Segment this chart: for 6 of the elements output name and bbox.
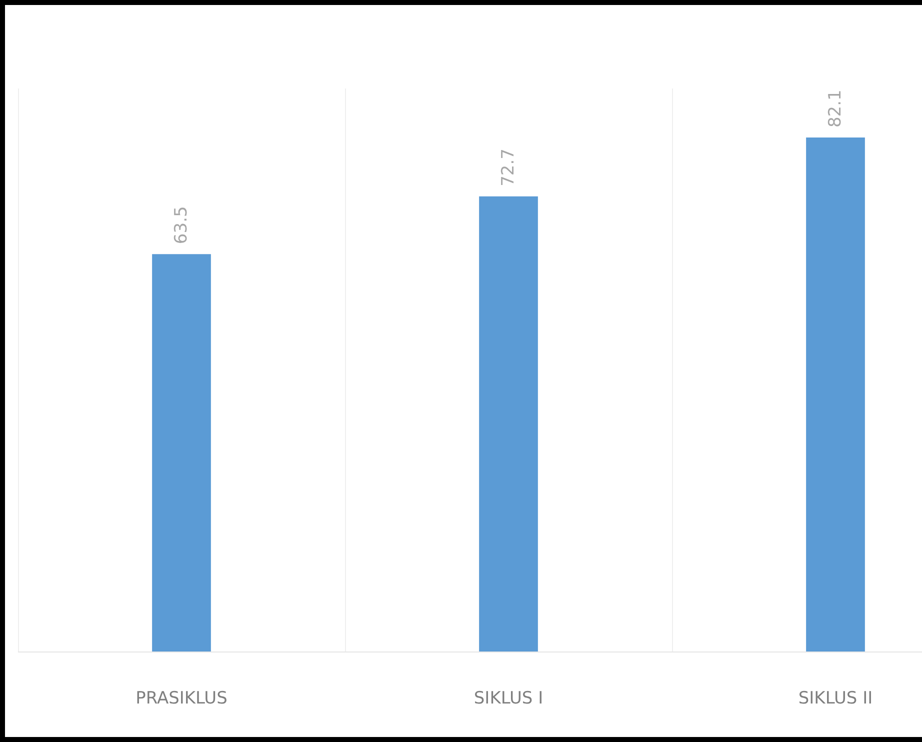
data-label: 82.1 [826, 90, 846, 128]
x-tick-label: SIKLUS I [474, 688, 544, 708]
x-tick-label: SIKLUS II [798, 688, 873, 708]
data-label: 72.7 [498, 148, 518, 186]
data-label: 63.5 [172, 206, 192, 244]
x-tick-label: PRASIKLUS [136, 688, 228, 708]
